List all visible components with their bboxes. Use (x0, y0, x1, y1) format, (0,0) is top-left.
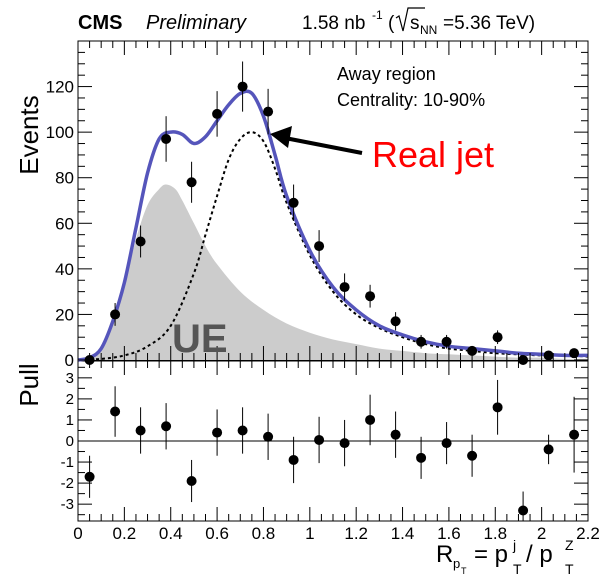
data-point (492, 332, 503, 343)
pull-point (135, 425, 146, 436)
energy-open-paren: ( (388, 13, 395, 34)
luminosity-label: 1.58 nb (302, 13, 365, 34)
data-point (110, 309, 121, 320)
x-tick-label: 0.2 (113, 524, 137, 543)
pull-axis-title: Pull (14, 363, 44, 406)
energy-value: =5.36 TeV) (443, 13, 535, 34)
pull-tick-label: -2 (61, 475, 74, 492)
x-axis-title: R p T = p j T / p Z T (436, 537, 574, 577)
pull-point (314, 434, 325, 445)
x-title-Z-sup: Z (565, 537, 574, 553)
ue-label: UE (172, 317, 228, 361)
pull-plot-area (78, 379, 588, 521)
ue-area (78, 184, 588, 360)
data-point (186, 177, 197, 188)
x-tick-label: 2 (537, 524, 546, 543)
x-title-eq-p: = p (474, 541, 508, 568)
x-title-j-sup: j (512, 537, 516, 553)
pull-point (84, 471, 95, 482)
centrality-annotation: Centrality: 10-90% (337, 90, 485, 110)
y-tick-label: 40 (55, 260, 74, 279)
data-point (161, 133, 172, 144)
pull-point (263, 431, 274, 442)
y-axis-title: Events (14, 95, 44, 175)
energy-nn-subscript: NN (420, 23, 437, 37)
pull-tick-label: 0 (66, 433, 74, 450)
pull-tick-label: 2 (66, 391, 74, 408)
pull-point (212, 427, 223, 438)
x-tick-label: 1.8 (483, 524, 507, 543)
pull-point (518, 505, 529, 516)
pull-point (543, 444, 554, 455)
x-tick-label: 0.4 (159, 524, 183, 543)
sqrt-icon (395, 7, 425, 32)
x-tick-label: 0.8 (252, 524, 276, 543)
x-title-p-sub: p (453, 556, 460, 571)
data-point (365, 291, 376, 302)
data-point (212, 108, 223, 119)
pull-point (186, 476, 197, 486)
real-jet-label: Real jet (372, 134, 494, 175)
data-point (263, 106, 274, 117)
x-title-T-subsub: T (461, 566, 467, 576)
y-tick-label: 0 (65, 351, 74, 370)
preliminary-label: Preliminary (146, 12, 247, 34)
data-point (237, 81, 248, 92)
pull-point (110, 406, 121, 417)
x-title-T3-sub: T (565, 561, 574, 577)
data-point (390, 316, 401, 327)
pull-point (365, 414, 376, 425)
pull-point (237, 425, 248, 436)
x-tick-label: 1.2 (344, 524, 368, 543)
data-point (339, 282, 350, 293)
energy-s: s (410, 13, 420, 34)
region-annotation: Away region (337, 64, 436, 84)
x-title-R: R (436, 541, 453, 568)
pull-point (288, 454, 299, 465)
pull-point (416, 452, 427, 463)
y-tick-label: 120 (46, 78, 74, 97)
pull-tick-label: 3 (66, 370, 74, 387)
x-tick-label: 1.6 (437, 524, 461, 543)
data-point (288, 197, 299, 208)
data-point (441, 336, 452, 347)
real-jet-arrow-shaft (284, 136, 363, 155)
x-tick-label: 1.4 (391, 524, 415, 543)
data-point (467, 345, 478, 356)
x-tick-label: 0 (73, 524, 82, 543)
pull-tick-label: 1 (66, 412, 74, 429)
real-jet-curve (77, 131, 589, 361)
luminosity-unit-superscript: -1 (372, 8, 383, 22)
y-tick-label: 80 (55, 169, 74, 188)
pull-point (339, 438, 350, 449)
pull-point (467, 450, 478, 461)
pull-tick-label: -1 (61, 454, 74, 471)
x-title-slash-p: / p (526, 541, 553, 568)
main-plot-area (77, 61, 589, 365)
real-jet-arrowhead-icon (270, 126, 292, 148)
pull-point (390, 429, 401, 440)
data-point (569, 348, 580, 359)
y-tick-label: 60 (55, 214, 74, 233)
y-tick-label: 20 (55, 305, 74, 324)
x-title-T-sub: T (513, 561, 522, 577)
x-tick-label: 2.2 (576, 524, 600, 543)
data-point (518, 355, 529, 365)
y-tick-label: 100 (46, 123, 74, 142)
data-point (314, 241, 325, 252)
pull-point (569, 429, 580, 440)
pull-point (161, 421, 172, 432)
cms-label: CMS (78, 12, 122, 34)
data-point (543, 350, 554, 361)
x-tick-label: 0.6 (205, 524, 229, 543)
data-point (416, 336, 427, 347)
data-point (135, 236, 146, 247)
x-tick-label: 1 (305, 524, 314, 543)
pull-tick-label: -3 (61, 496, 74, 513)
pull-point (441, 438, 452, 449)
pull-point (492, 402, 503, 413)
